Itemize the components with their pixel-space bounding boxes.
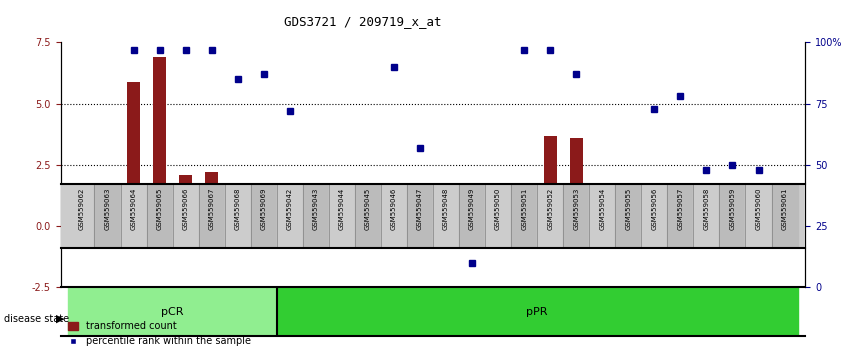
- Text: GSM559051: GSM559051: [521, 187, 527, 230]
- Bar: [75, 226, 88, 227]
- Text: pCR: pCR: [161, 307, 184, 317]
- Bar: [179, 175, 192, 226]
- Bar: [726, 226, 739, 231]
- Bar: [668, 184, 694, 248]
- Text: GSM559068: GSM559068: [235, 187, 241, 230]
- Bar: [361, 211, 374, 226]
- Bar: [752, 226, 765, 230]
- Text: GSM559066: GSM559066: [183, 187, 189, 230]
- Text: GSM559065: GSM559065: [157, 187, 163, 230]
- Bar: [433, 184, 459, 248]
- Bar: [700, 226, 713, 230]
- Bar: [518, 226, 531, 230]
- Text: GSM559061: GSM559061: [781, 187, 787, 230]
- Bar: [120, 184, 146, 248]
- Text: GSM559046: GSM559046: [391, 187, 397, 230]
- Text: GSM559063: GSM559063: [105, 187, 111, 230]
- Bar: [277, 184, 303, 248]
- Text: GSM559047: GSM559047: [417, 187, 423, 230]
- Bar: [309, 226, 322, 229]
- Text: GSM559057: GSM559057: [677, 187, 683, 230]
- Bar: [674, 226, 687, 231]
- Text: GDS3721 / 209719_x_at: GDS3721 / 209719_x_at: [284, 15, 442, 28]
- Text: GSM559044: GSM559044: [339, 187, 345, 229]
- Text: GSM559053: GSM559053: [573, 187, 579, 230]
- Bar: [407, 184, 433, 248]
- Text: GSM559060: GSM559060: [755, 187, 761, 230]
- Bar: [642, 184, 668, 248]
- Bar: [466, 226, 479, 231]
- Bar: [127, 82, 140, 226]
- Bar: [387, 226, 400, 229]
- Text: GSM559064: GSM559064: [131, 187, 137, 230]
- Text: GSM559048: GSM559048: [443, 187, 449, 230]
- Bar: [172, 184, 198, 248]
- Bar: [205, 172, 218, 226]
- Bar: [277, 287, 798, 336]
- Bar: [492, 226, 505, 230]
- Bar: [198, 184, 224, 248]
- Text: GSM559045: GSM559045: [365, 187, 371, 229]
- Bar: [648, 226, 661, 230]
- Bar: [224, 184, 251, 248]
- Bar: [381, 184, 407, 248]
- Text: GSM559042: GSM559042: [287, 187, 293, 229]
- Bar: [413, 226, 426, 229]
- Bar: [570, 138, 583, 226]
- Bar: [68, 184, 94, 248]
- Text: GSM559055: GSM559055: [625, 187, 631, 229]
- Bar: [146, 184, 172, 248]
- Bar: [335, 214, 348, 226]
- Text: GSM559054: GSM559054: [599, 187, 605, 229]
- Bar: [544, 136, 557, 226]
- Bar: [615, 184, 642, 248]
- Bar: [440, 226, 453, 230]
- Bar: [355, 184, 381, 248]
- Bar: [68, 287, 277, 336]
- Bar: [303, 184, 329, 248]
- Bar: [778, 226, 791, 229]
- Text: GSM559056: GSM559056: [651, 187, 657, 230]
- Bar: [283, 226, 296, 227]
- Text: GSM559043: GSM559043: [313, 187, 319, 230]
- Bar: [694, 184, 720, 248]
- Bar: [329, 184, 355, 248]
- Bar: [231, 218, 244, 226]
- Bar: [772, 184, 798, 248]
- Bar: [485, 184, 511, 248]
- Bar: [746, 184, 772, 248]
- Bar: [511, 184, 537, 248]
- Bar: [251, 184, 277, 248]
- Bar: [94, 184, 120, 248]
- Text: disease state: disease state: [4, 314, 69, 324]
- Text: GSM559050: GSM559050: [495, 187, 501, 230]
- Bar: [153, 57, 166, 226]
- Text: GSM559059: GSM559059: [729, 187, 735, 230]
- Bar: [589, 184, 615, 248]
- Text: GSM559067: GSM559067: [209, 187, 215, 230]
- Text: GSM559052: GSM559052: [547, 187, 553, 229]
- Text: ▶: ▶: [56, 314, 65, 324]
- Bar: [720, 184, 746, 248]
- Bar: [537, 184, 563, 248]
- Legend: transformed count, percentile rank within the sample: transformed count, percentile rank withi…: [66, 319, 254, 349]
- Bar: [622, 226, 635, 231]
- Bar: [563, 184, 589, 248]
- Text: GSM559069: GSM559069: [261, 187, 267, 230]
- Text: pPR: pPR: [527, 307, 548, 317]
- Bar: [257, 211, 270, 226]
- Text: GSM559049: GSM559049: [469, 187, 475, 230]
- Bar: [596, 226, 609, 230]
- Text: GSM559058: GSM559058: [703, 187, 709, 230]
- Text: GSM559062: GSM559062: [79, 187, 85, 230]
- Bar: [459, 184, 485, 248]
